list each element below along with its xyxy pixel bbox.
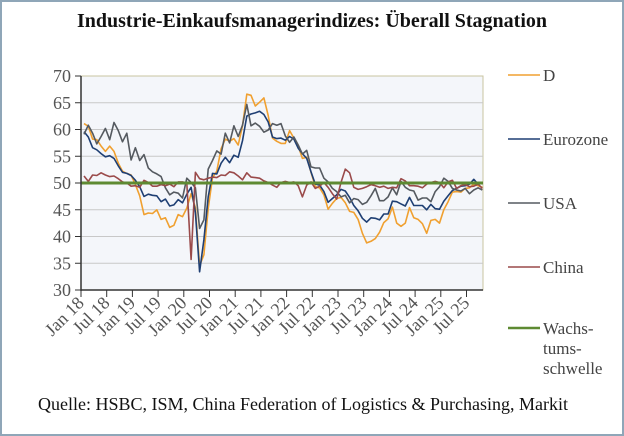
legend: D Eurozone USA China Wachs-tums-schwelle (508, 66, 608, 378)
legend-label-wachstumsschwelle: schwelle (543, 359, 602, 378)
legend-label-wachstumsschwelle: tums- (543, 339, 582, 358)
source-note: Quelle: HSBC, ISM, China Federation of L… (38, 394, 568, 414)
chart-title: Industrie-Einkaufsmanagerindizes: Überal… (76, 10, 548, 32)
y-tick-label: 70 (53, 66, 71, 86)
legend-label-d: D (543, 66, 555, 85)
y-tick-label: 55 (53, 146, 71, 166)
legend-label-eurozone: Eurozone (543, 130, 608, 149)
y-tick-label: 50 (53, 173, 71, 193)
y-tick-label: 30 (53, 280, 71, 300)
y-tick-label: 35 (53, 253, 71, 273)
y-tick-label: 65 (53, 93, 71, 113)
series-line-usa (83, 103, 483, 230)
y-tick-label: 40 (53, 227, 71, 247)
y-tick-label: 45 (53, 200, 71, 220)
y-tick-label: 60 (53, 120, 71, 140)
legend-label-wachstumsschwelle: Wachs- (543, 319, 594, 338)
series-line-d (83, 93, 483, 267)
series-line-eurozone (83, 110, 483, 273)
legend-label-china: China (543, 258, 584, 277)
legend-label-usa: USA (543, 194, 578, 213)
series-lines (81, 93, 483, 273)
